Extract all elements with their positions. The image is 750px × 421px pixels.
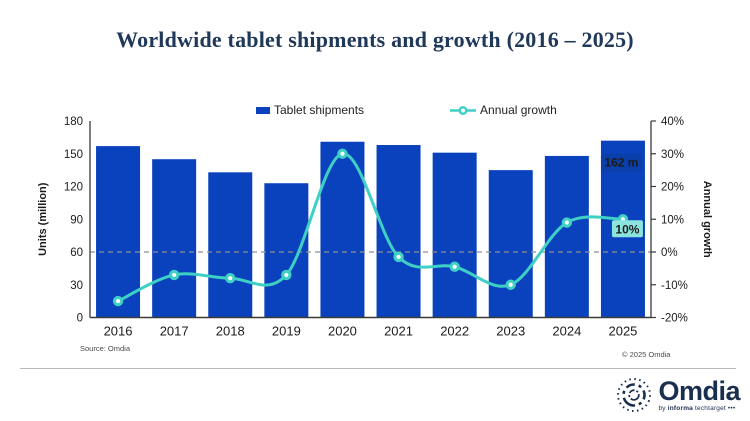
omdia-logo-mark-icon xyxy=(617,378,652,412)
growth-point-center xyxy=(508,282,513,287)
omdia-logo-tagline: by informa techtarget ••• xyxy=(658,404,736,412)
legend: Tablet shipments Annual growth xyxy=(256,103,557,117)
x-label-2025: 2025 xyxy=(608,324,637,339)
growth-point-center xyxy=(228,276,233,281)
bar-2016 xyxy=(96,146,141,318)
bar-value-badge-text: 162 m xyxy=(604,156,638,170)
x-label-2019: 2019 xyxy=(272,324,301,339)
legend-item-annual-growth: Annual growth xyxy=(450,103,557,117)
growth-point-center xyxy=(115,299,121,304)
x-label-2020: 2020 xyxy=(328,324,357,339)
x-label-2024: 2024 xyxy=(552,324,581,339)
x-label-2016: 2016 xyxy=(104,324,133,339)
growth-point-center xyxy=(564,220,569,225)
left-axis-tick-150: 150 xyxy=(64,149,83,161)
right-axis-tick--10: -10% xyxy=(661,280,688,292)
right-axis-tick-40: 40% xyxy=(661,116,684,128)
bar-2019 xyxy=(264,183,309,318)
right-axis-title: Annual growth xyxy=(701,181,713,258)
bar-2022 xyxy=(432,152,477,318)
growth-value-badge xyxy=(611,220,643,238)
left-axis-tick-0: 0 xyxy=(77,313,83,325)
legend-label: Tablet shipments xyxy=(274,103,365,117)
bar-value-badge xyxy=(600,153,642,172)
x-label-2022: 2022 xyxy=(440,324,469,339)
growth-point-center xyxy=(340,151,345,156)
left-axis-tick-30: 30 xyxy=(70,280,83,292)
bar-2017 xyxy=(152,159,197,318)
bar-2023 xyxy=(488,170,533,318)
growth-point-center xyxy=(172,272,177,278)
right-axis-tick-10: 10% xyxy=(661,214,684,226)
x-label-2021: 2021 xyxy=(384,324,413,339)
growth-point-center xyxy=(452,264,457,269)
x-label-2023: 2023 xyxy=(496,324,525,339)
left-axis-tick-120: 120 xyxy=(64,182,83,194)
chart-title: Worldwide tablet shipments and growth (2… xyxy=(116,27,634,52)
omdia-logo-text: Omdia xyxy=(658,375,740,406)
growth-point-center xyxy=(284,272,289,278)
growth-value-badge-text: 10% xyxy=(615,222,639,236)
right-axis-tick-30: 30% xyxy=(661,149,684,161)
footer-divider xyxy=(20,368,736,369)
right-axis-tick--20: -20% xyxy=(661,313,688,325)
left-axis-tick-90: 90 xyxy=(70,214,83,226)
legend-label: Annual growth xyxy=(480,103,557,117)
left-axis-title: Units (million) xyxy=(37,182,49,256)
bar-2018 xyxy=(208,172,253,318)
legend-bar-swatch-icon xyxy=(256,106,270,114)
legend-line-swatch-icon xyxy=(450,105,477,115)
combo-chart: 0 30 60 90 120 150 180 -20% -10% 0% 10% 20% 30% 40% 20… xyxy=(37,116,713,339)
left-axis-tick-60: 60 xyxy=(70,247,83,259)
right-axis-tick-20: 20% xyxy=(661,182,684,194)
copyright-note: © 2025 Omdia xyxy=(622,350,671,359)
x-label-2017: 2017 xyxy=(160,324,189,339)
growth-point-center xyxy=(396,254,401,260)
left-axis-tick-180: 180 xyxy=(64,116,83,128)
right-axis-tick-0: 0% xyxy=(661,247,678,259)
omdia-logo: Omdia by informa techtarget ••• xyxy=(615,376,740,414)
annual-growth-line xyxy=(116,152,625,303)
legend-item-tablet-shipments: Tablet shipments xyxy=(256,103,364,117)
source-note: Source: Omdia xyxy=(80,344,131,353)
x-label-2018: 2018 xyxy=(216,324,245,339)
